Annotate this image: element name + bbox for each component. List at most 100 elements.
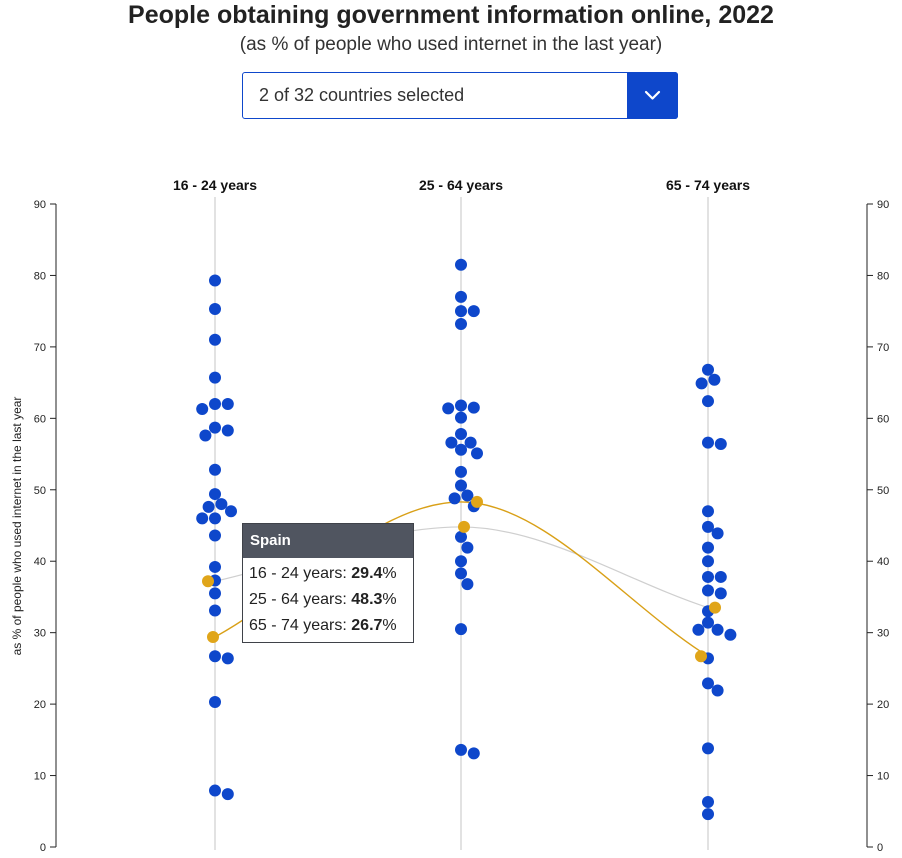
data-point: [455, 258, 467, 271]
y-tick-label: 30: [877, 628, 889, 640]
data-point: [692, 623, 705, 636]
data-point: [455, 743, 467, 756]
y-tick-label: 40: [877, 556, 889, 568]
y-tick-label: 10: [34, 771, 46, 783]
data-point: [471, 447, 483, 460]
data-point: [714, 587, 727, 600]
data-point: [209, 303, 221, 316]
y-tick-label: 50: [34, 485, 46, 497]
data-point: [467, 747, 480, 760]
data-point: [467, 305, 480, 318]
data-point: [199, 429, 212, 442]
data-point: [702, 520, 714, 533]
y-tick-label: 70: [877, 342, 889, 354]
data-point: [209, 488, 221, 501]
data-point: [702, 795, 714, 808]
data-point: [209, 695, 221, 708]
y-tick-label: 0: [877, 842, 883, 854]
y-tick-label: 60: [877, 413, 889, 425]
data-point: [225, 505, 237, 518]
y-tick-label: 40: [34, 556, 46, 568]
data-point: [702, 436, 714, 449]
tooltip: Spain 16 - 24 years: 29.4% 25 - 64 years…: [242, 523, 414, 643]
data-point: [215, 498, 228, 511]
y-tick-label: 80: [877, 270, 889, 282]
data-point: [442, 402, 455, 415]
data-point: [702, 541, 714, 554]
data-point: [209, 421, 221, 434]
data-point: [455, 623, 467, 636]
data-point: [209, 371, 221, 384]
data-point: [221, 424, 234, 437]
data-point: [209, 529, 221, 542]
data-point: [455, 465, 467, 478]
data-point: [221, 398, 234, 411]
data-point: [702, 395, 714, 408]
eu-point: [458, 520, 470, 533]
data-point: [209, 560, 221, 573]
data-point: [221, 652, 234, 665]
data-point: [196, 512, 209, 525]
data-point: [209, 512, 221, 525]
data-point: [702, 616, 714, 629]
data-point: [448, 492, 461, 505]
y-tick-label: 50: [877, 485, 889, 497]
tooltip-row: 65 - 74 years: 26.7%: [249, 617, 397, 634]
spain-point: [471, 495, 483, 508]
data-point: [209, 274, 221, 287]
y-tick-label: 30: [34, 628, 46, 640]
data-point: [455, 428, 467, 441]
eu-point: [202, 575, 214, 588]
data-point: [209, 784, 221, 797]
data-point: [209, 587, 221, 600]
y-tick-label: 10: [877, 771, 889, 783]
data-point: [711, 684, 724, 697]
country-selector[interactable]: 2 of 32 countries selected: [242, 72, 678, 119]
data-point: [209, 604, 221, 617]
data-point: [455, 399, 467, 412]
data-point: [702, 505, 714, 518]
data-point: [714, 570, 727, 583]
data-point: [202, 500, 215, 513]
country-selector-button[interactable]: [627, 72, 678, 119]
data-point: [455, 479, 467, 492]
tooltip-title: Spain: [243, 524, 413, 558]
tooltip-row: 16 - 24 years: 29.4%: [249, 565, 397, 582]
data-point: [455, 555, 467, 568]
data-point: [445, 436, 458, 449]
category-label: 25 - 64 years: [419, 177, 503, 193]
data-point: [196, 403, 209, 416]
data-point: [702, 677, 714, 690]
data-point: [702, 555, 714, 568]
data-point: [702, 808, 714, 821]
data-point: [455, 411, 467, 424]
chart-title: People obtaining government information …: [128, 1, 774, 29]
chart-subtitle: (as % of people who used internet in the…: [239, 34, 663, 55]
y-tick-label: 60: [34, 413, 46, 425]
data-point: [702, 742, 714, 755]
data-point: [702, 584, 714, 597]
data-point: [455, 318, 467, 331]
tooltip-row: 25 - 64 years: 48.3%: [249, 591, 397, 608]
spain-point: [695, 650, 707, 663]
country-selector-label: 2 of 32 countries selected: [259, 85, 465, 105]
y-tick-label: 20: [34, 699, 46, 711]
y-tick-label: 70: [34, 342, 46, 354]
data-point: [467, 401, 480, 414]
data-point: [464, 436, 477, 449]
data-point: [702, 570, 714, 583]
data-point: [695, 377, 708, 390]
y-tick-label: 90: [34, 199, 46, 211]
chevron-down-icon: [644, 90, 661, 100]
data-point: [209, 333, 221, 346]
data-point: [724, 628, 737, 641]
y-tick-label: 0: [40, 842, 46, 854]
data-point: [702, 363, 714, 376]
data-point: [455, 290, 467, 303]
data-point: [711, 527, 724, 540]
data-point: [209, 650, 221, 663]
y-tick-label: 20: [877, 699, 889, 711]
data-point: [209, 463, 221, 476]
data-point: [461, 578, 474, 591]
